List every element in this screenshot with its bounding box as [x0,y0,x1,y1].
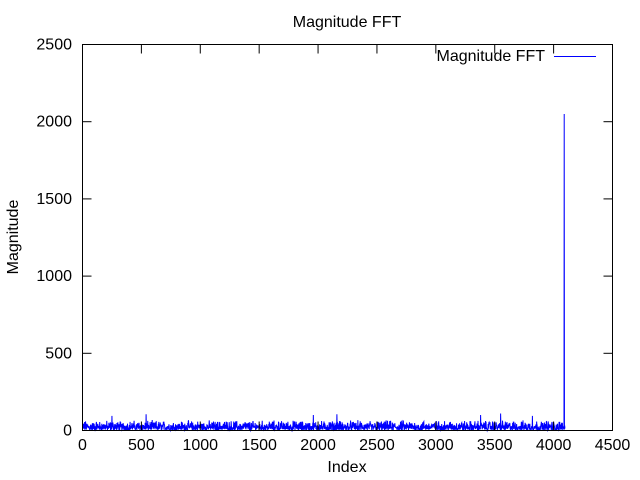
x-tick-label: 1000 [182,437,218,454]
y-tick-label: 2000 [36,114,72,131]
y-tick-label: 500 [45,345,72,362]
x-axis-label: Index [327,459,366,476]
series-line-magnitude-fft [82,113,566,433]
chart-title: Magnitude FFT [293,14,402,31]
x-tick-label: 2000 [300,437,336,454]
x-tick-label: 3500 [477,437,513,454]
y-axis-label: Magnitude [5,200,22,275]
y-tick-label: 1500 [36,191,72,208]
x-tick-label: 1500 [241,437,277,454]
x-tick-label: 500 [128,437,155,454]
legend: Magnitude FFT [437,48,596,65]
legend-label: Magnitude FFT [437,48,546,65]
y-axis: 0 500 1000 1500 2000 2500 [36,37,613,440]
y-tick-label: 2500 [36,37,72,54]
plot-area [82,113,566,433]
y-tick-label: 0 [63,423,72,440]
plot-frame [82,44,613,431]
series-magnitude-fft [82,113,566,433]
x-axis: 0 500 1000 1500 2000 2500 3000 3500 4000 4500 [78,44,631,454]
x-tick-label: 4500 [595,437,631,454]
x-tick-label: 4000 [536,437,572,454]
x-tick-label: 3000 [418,437,454,454]
x-tick-label: 2500 [359,437,395,454]
x-tick-label: 0 [78,437,87,454]
y-tick-label: 1000 [36,268,72,285]
